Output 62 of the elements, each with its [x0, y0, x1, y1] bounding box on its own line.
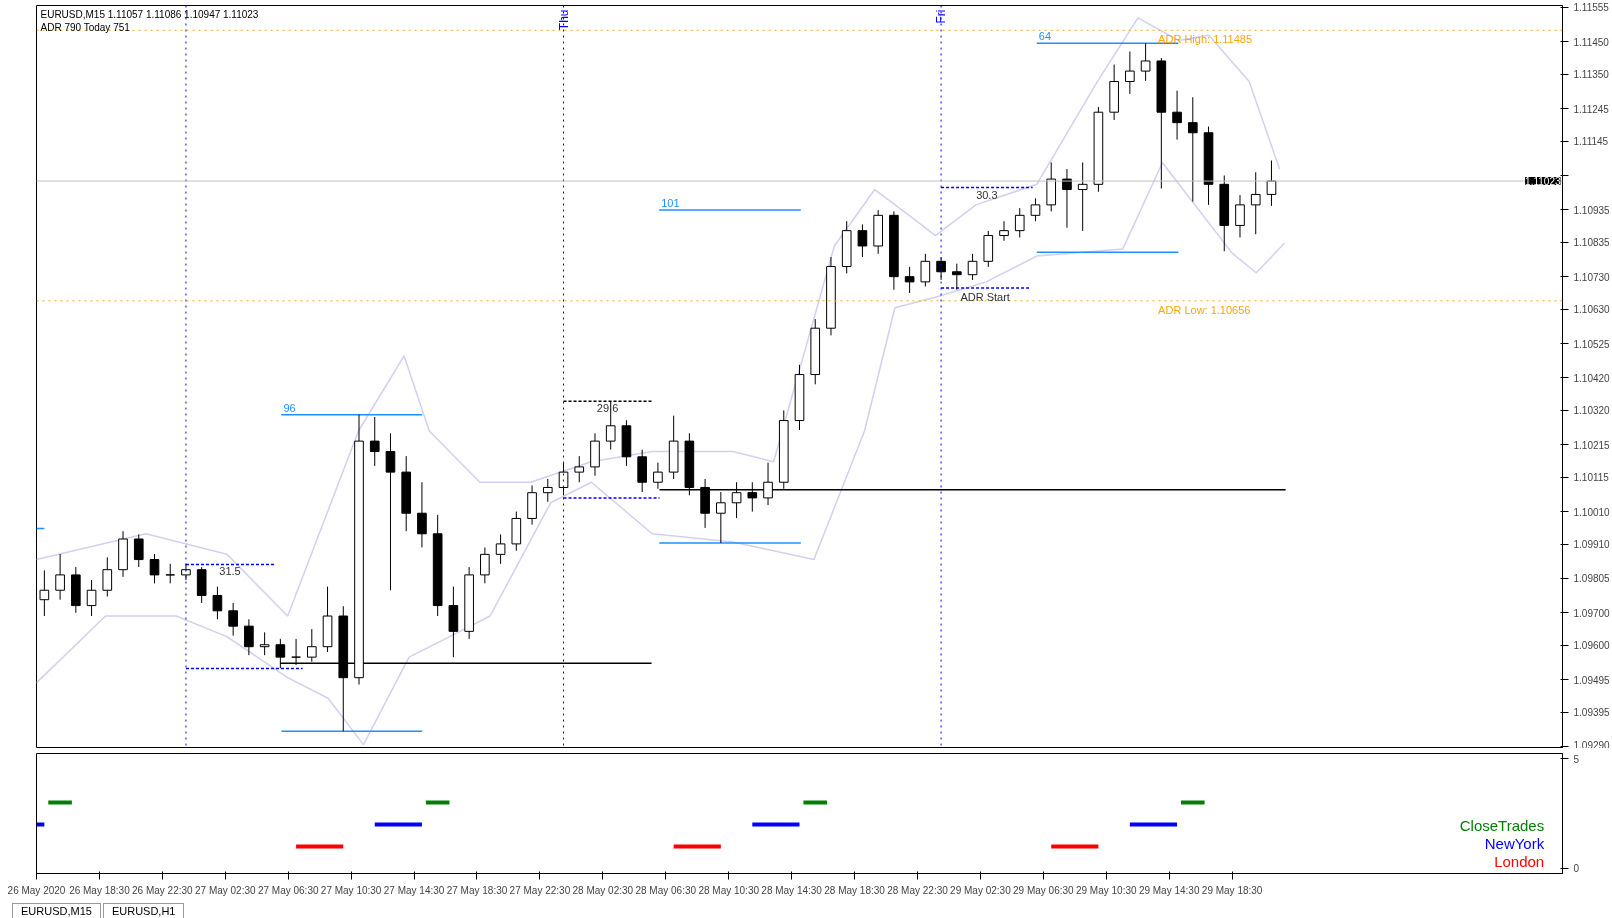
x-tick-label: 27 May 02:30 [194, 884, 257, 896]
x-tick-label: 28 May 02:30 [572, 884, 634, 896]
y-tick-label: 1.11245 [1573, 103, 1610, 115]
ref-line-label: Fri [934, 9, 949, 24]
y-tick-label: 1.09600 [1573, 640, 1611, 652]
y-tick-label: 1.10525 [1573, 338, 1611, 350]
text: CloseTrades [1459, 817, 1545, 834]
x-tick-label: 27 May 18:30 [446, 884, 508, 896]
x-tick-label: 26 May 22:30 [132, 884, 194, 896]
chart-title: EURUSD,M15 1.11057 1.11086 1.10947 1.11023 [40, 8, 259, 20]
text: NewYork [1484, 835, 1545, 852]
y-tick-label: 1.10010 [1573, 506, 1611, 518]
x-tick-label: 29 May 02:30 [950, 884, 1012, 896]
y-tick-label: 1.10215 [1573, 439, 1611, 451]
series-label: 30.3 [976, 188, 998, 201]
x-tick-label: 26 May 2020 [7, 884, 66, 896]
series-label: 96 [283, 401, 296, 414]
x-tick-label: 28 May 06:30 [635, 884, 697, 896]
y-tick-label: 1.09290 [1573, 739, 1611, 751]
ref-line-label: 1.11023 [1525, 176, 1561, 188]
y-tick-label: 1.10320 [1573, 405, 1611, 417]
ref-line-label: ADR Low: 1.10656 [1158, 303, 1251, 316]
x-tick-label: 27 May 06:30 [257, 884, 319, 896]
x-tick-label: 26 May 18:30 [69, 884, 131, 896]
ref-line-label: Thu [556, 9, 571, 31]
x-tick-label: 27 May 14:30 [383, 884, 445, 896]
x-tick-label: 28 May 14:30 [761, 884, 823, 896]
x-tick-label: 29 May 18:30 [1201, 884, 1263, 896]
series-label: 31.5 [219, 565, 241, 578]
text: ADR 790 Today 751 [40, 21, 131, 33]
text: London [1494, 853, 1545, 870]
x-tick-label: 27 May 10:30 [320, 884, 382, 896]
y-tick-label: 1.09700 [1573, 607, 1611, 619]
y-tick-label: 1.10730 [1573, 271, 1611, 283]
ref-line-label: ADR High: 1.11485 [1158, 33, 1253, 46]
y-tick-label: 1.11145 [1573, 136, 1609, 148]
text: EURUSD,H1 [102, 903, 185, 918]
series-label: 64 [1038, 30, 1052, 43]
x-tick-label: 29 May 14:30 [1138, 884, 1200, 896]
y-tick-label: 1.09910 [1573, 539, 1611, 551]
y-tick-label: 1.09395 [1573, 707, 1611, 719]
y-tick-label: 1.11555 [1573, 2, 1610, 14]
series-label: ADR Start [960, 291, 1010, 304]
y-tick-label: 1.10115 [1573, 472, 1610, 484]
y-tick-label: 1.10835 [1573, 237, 1611, 249]
x-tick-label: 29 May 10:30 [1075, 884, 1138, 896]
y-tick-label: 1.10630 [1573, 304, 1611, 316]
x-tick-label: 27 May 22:30 [509, 884, 571, 896]
x-tick-label: 29 May 06:30 [1013, 884, 1075, 896]
y-tick-label: 0 [1573, 863, 1580, 875]
y-tick-label: 1.10420 [1573, 372, 1611, 384]
y-tick-label: 1.11350 [1573, 69, 1610, 81]
y-tick-label: 1.09495 [1573, 674, 1611, 686]
x-tick-label: 28 May 22:30 [887, 884, 949, 896]
y-tick-label: 1.11450 [1573, 36, 1610, 48]
y-tick-label: 1.09805 [1573, 573, 1611, 585]
series-label: 101 [661, 197, 680, 210]
text: EURUSD,M15 [12, 903, 101, 918]
y-tick-label: 1.10935 [1573, 204, 1611, 216]
x-tick-label: 28 May 18:30 [824, 884, 886, 896]
x-tick-label: 28 May 10:30 [698, 884, 760, 896]
y-tick-label: 5 [1573, 753, 1580, 765]
